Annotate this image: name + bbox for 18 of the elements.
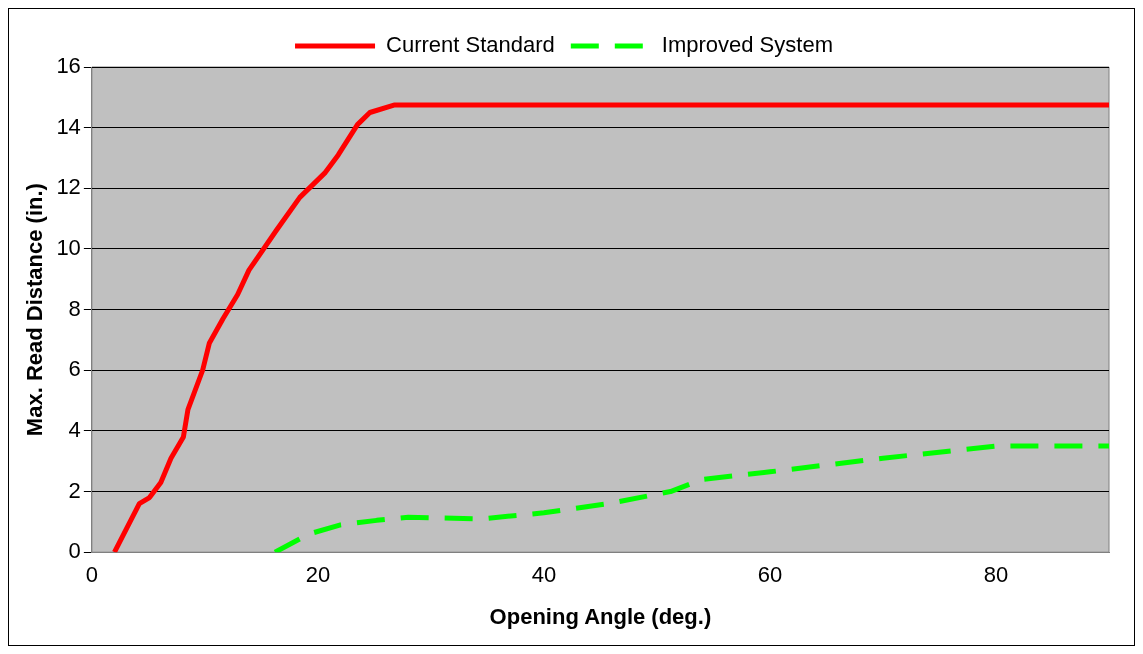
x-tick-label: 80 (983, 562, 1009, 588)
x-tick-label: 60 (757, 562, 783, 588)
y-tick-label: 12 (56, 174, 81, 200)
x-tick-label: 20 (305, 562, 331, 588)
y-axis-title: Max. Read Distance (in.) (22, 183, 48, 437)
y-tick-label: 16 (56, 53, 81, 79)
y-tick-label: 14 (56, 113, 81, 139)
y-tick-label: 0 (68, 538, 81, 564)
y-tick-label: 4 (68, 416, 81, 442)
x-tick-label: 40 (531, 562, 557, 588)
y-tick-label: 8 (68, 295, 81, 321)
legend-label: Current Standard (386, 32, 555, 58)
y-tick-label: 6 (68, 356, 81, 382)
y-tick-label: 2 (68, 477, 81, 503)
legend-label: Improved System (661, 32, 833, 58)
y-tick-label: 10 (56, 235, 81, 261)
x-axis-title: Opening Angle (deg.) (489, 603, 712, 629)
x-tick-label: 0 (85, 562, 98, 588)
